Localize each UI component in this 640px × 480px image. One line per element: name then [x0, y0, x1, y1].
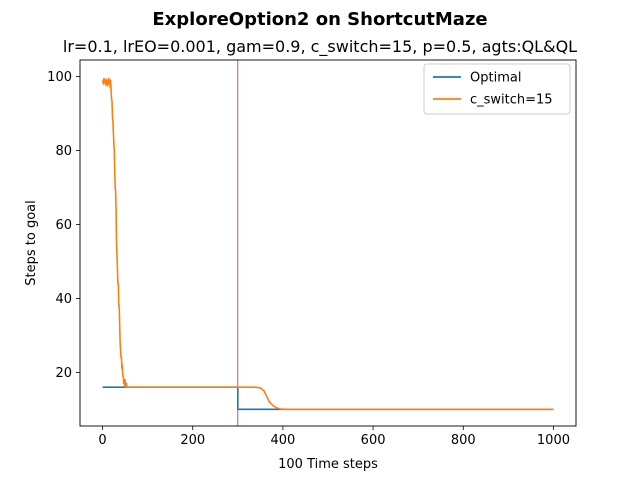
x-tick-label: 0: [98, 433, 106, 448]
legend-label: Optimal: [470, 71, 521, 86]
x-tick-label: 200: [180, 433, 205, 448]
x-tick-label: 600: [361, 433, 386, 448]
legend-label: c_switch=15: [470, 93, 553, 108]
y-tick-label: 20: [55, 366, 72, 381]
y-tick-label: 60: [55, 218, 72, 233]
x-tick-label: 400: [270, 433, 295, 448]
x-axis-label: 100 Time steps: [278, 457, 378, 472]
y-axis: 20 40 60 80 100: [47, 70, 80, 381]
series-line-optimal: [102, 386, 554, 411]
y-axis-label: Steps to goal: [24, 200, 39, 285]
y-tick-label: 40: [55, 292, 72, 307]
x-tick-label: 1000: [537, 433, 570, 448]
x-axis: 0 200 400 600 800 1000: [98, 426, 570, 448]
chart-suptitle: ExploreOption2 on ShortcutMaze: [152, 9, 487, 30]
x-tick-label: 800: [451, 433, 476, 448]
plot-frame: [79, 59, 577, 427]
chart-title: lr=0.1, lrEO=0.001, gam=0.9, c_switch=15…: [63, 37, 577, 57]
y-tick-label: 100: [47, 70, 72, 85]
y-tick-label: 80: [55, 144, 72, 159]
series-line-c-switch-15: [101, 77, 554, 411]
legend: Optimal c_switch=15: [423, 63, 571, 115]
